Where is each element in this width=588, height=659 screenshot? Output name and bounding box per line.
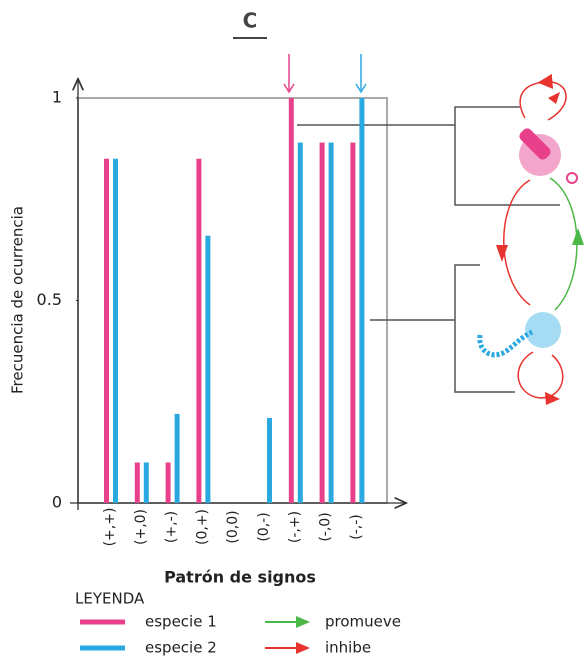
arrow-head: [548, 92, 560, 104]
y-tick-label: 0: [52, 493, 62, 512]
arrow-head: [572, 228, 584, 245]
x-axis-label: Patrón de signos: [164, 568, 316, 587]
x-tick-label: (+,0): [133, 509, 149, 545]
bar: [175, 414, 180, 503]
self-inhibit-arrow: [520, 82, 566, 120]
frame: [78, 98, 387, 503]
x-tick-label: (-,+): [287, 511, 303, 543]
bar: [329, 143, 334, 503]
bar: [267, 418, 272, 503]
species-1-tail: [567, 173, 577, 183]
bar: [289, 98, 294, 503]
legend-label: especie 2: [145, 639, 217, 657]
self-inhibit-arrow: [518, 352, 563, 398]
bar: [113, 159, 118, 503]
y-tick-label: 1: [52, 88, 62, 107]
bar: [104, 159, 109, 503]
bar: [298, 143, 303, 503]
bar: [205, 236, 210, 503]
bar: [144, 463, 149, 504]
legend-label: promueve: [325, 613, 401, 631]
chart: C Frecuencia de ocurrencia Patrón de sig…: [0, 0, 588, 659]
arrow-head: [496, 245, 508, 262]
species-2-circle: [525, 312, 561, 348]
bar: [359, 98, 364, 503]
legend-arrow-head: [296, 616, 310, 628]
bar: [166, 463, 171, 504]
x-tick-label: (-,-): [348, 514, 364, 539]
x-tick-label: (0,+): [194, 509, 210, 545]
legend-label: inhibe: [325, 639, 371, 657]
x-tick-label: (+,-): [164, 511, 180, 543]
arrow-head: [545, 392, 560, 405]
x-tick-label: (0,-): [256, 512, 272, 541]
y-tick-label: 0.5: [37, 290, 62, 309]
y-axis-label: Frecuencia de ocurrencia: [9, 206, 27, 394]
legend-arrow-head: [296, 642, 310, 654]
bar: [196, 159, 201, 503]
x-tick-label: (-,0): [318, 512, 334, 541]
x-tick-label: (+,+): [102, 508, 118, 547]
bar: [320, 143, 325, 503]
x-tick-label: (0,0): [225, 510, 241, 543]
bar: [350, 143, 355, 503]
inhibit-arrow: [504, 180, 530, 305]
bar: [135, 463, 140, 504]
legend-title: LEYENDA: [75, 590, 145, 608]
chart-title: C: [243, 9, 258, 33]
species-2-protein: [480, 332, 532, 355]
legend-label: especie 1: [145, 613, 217, 631]
